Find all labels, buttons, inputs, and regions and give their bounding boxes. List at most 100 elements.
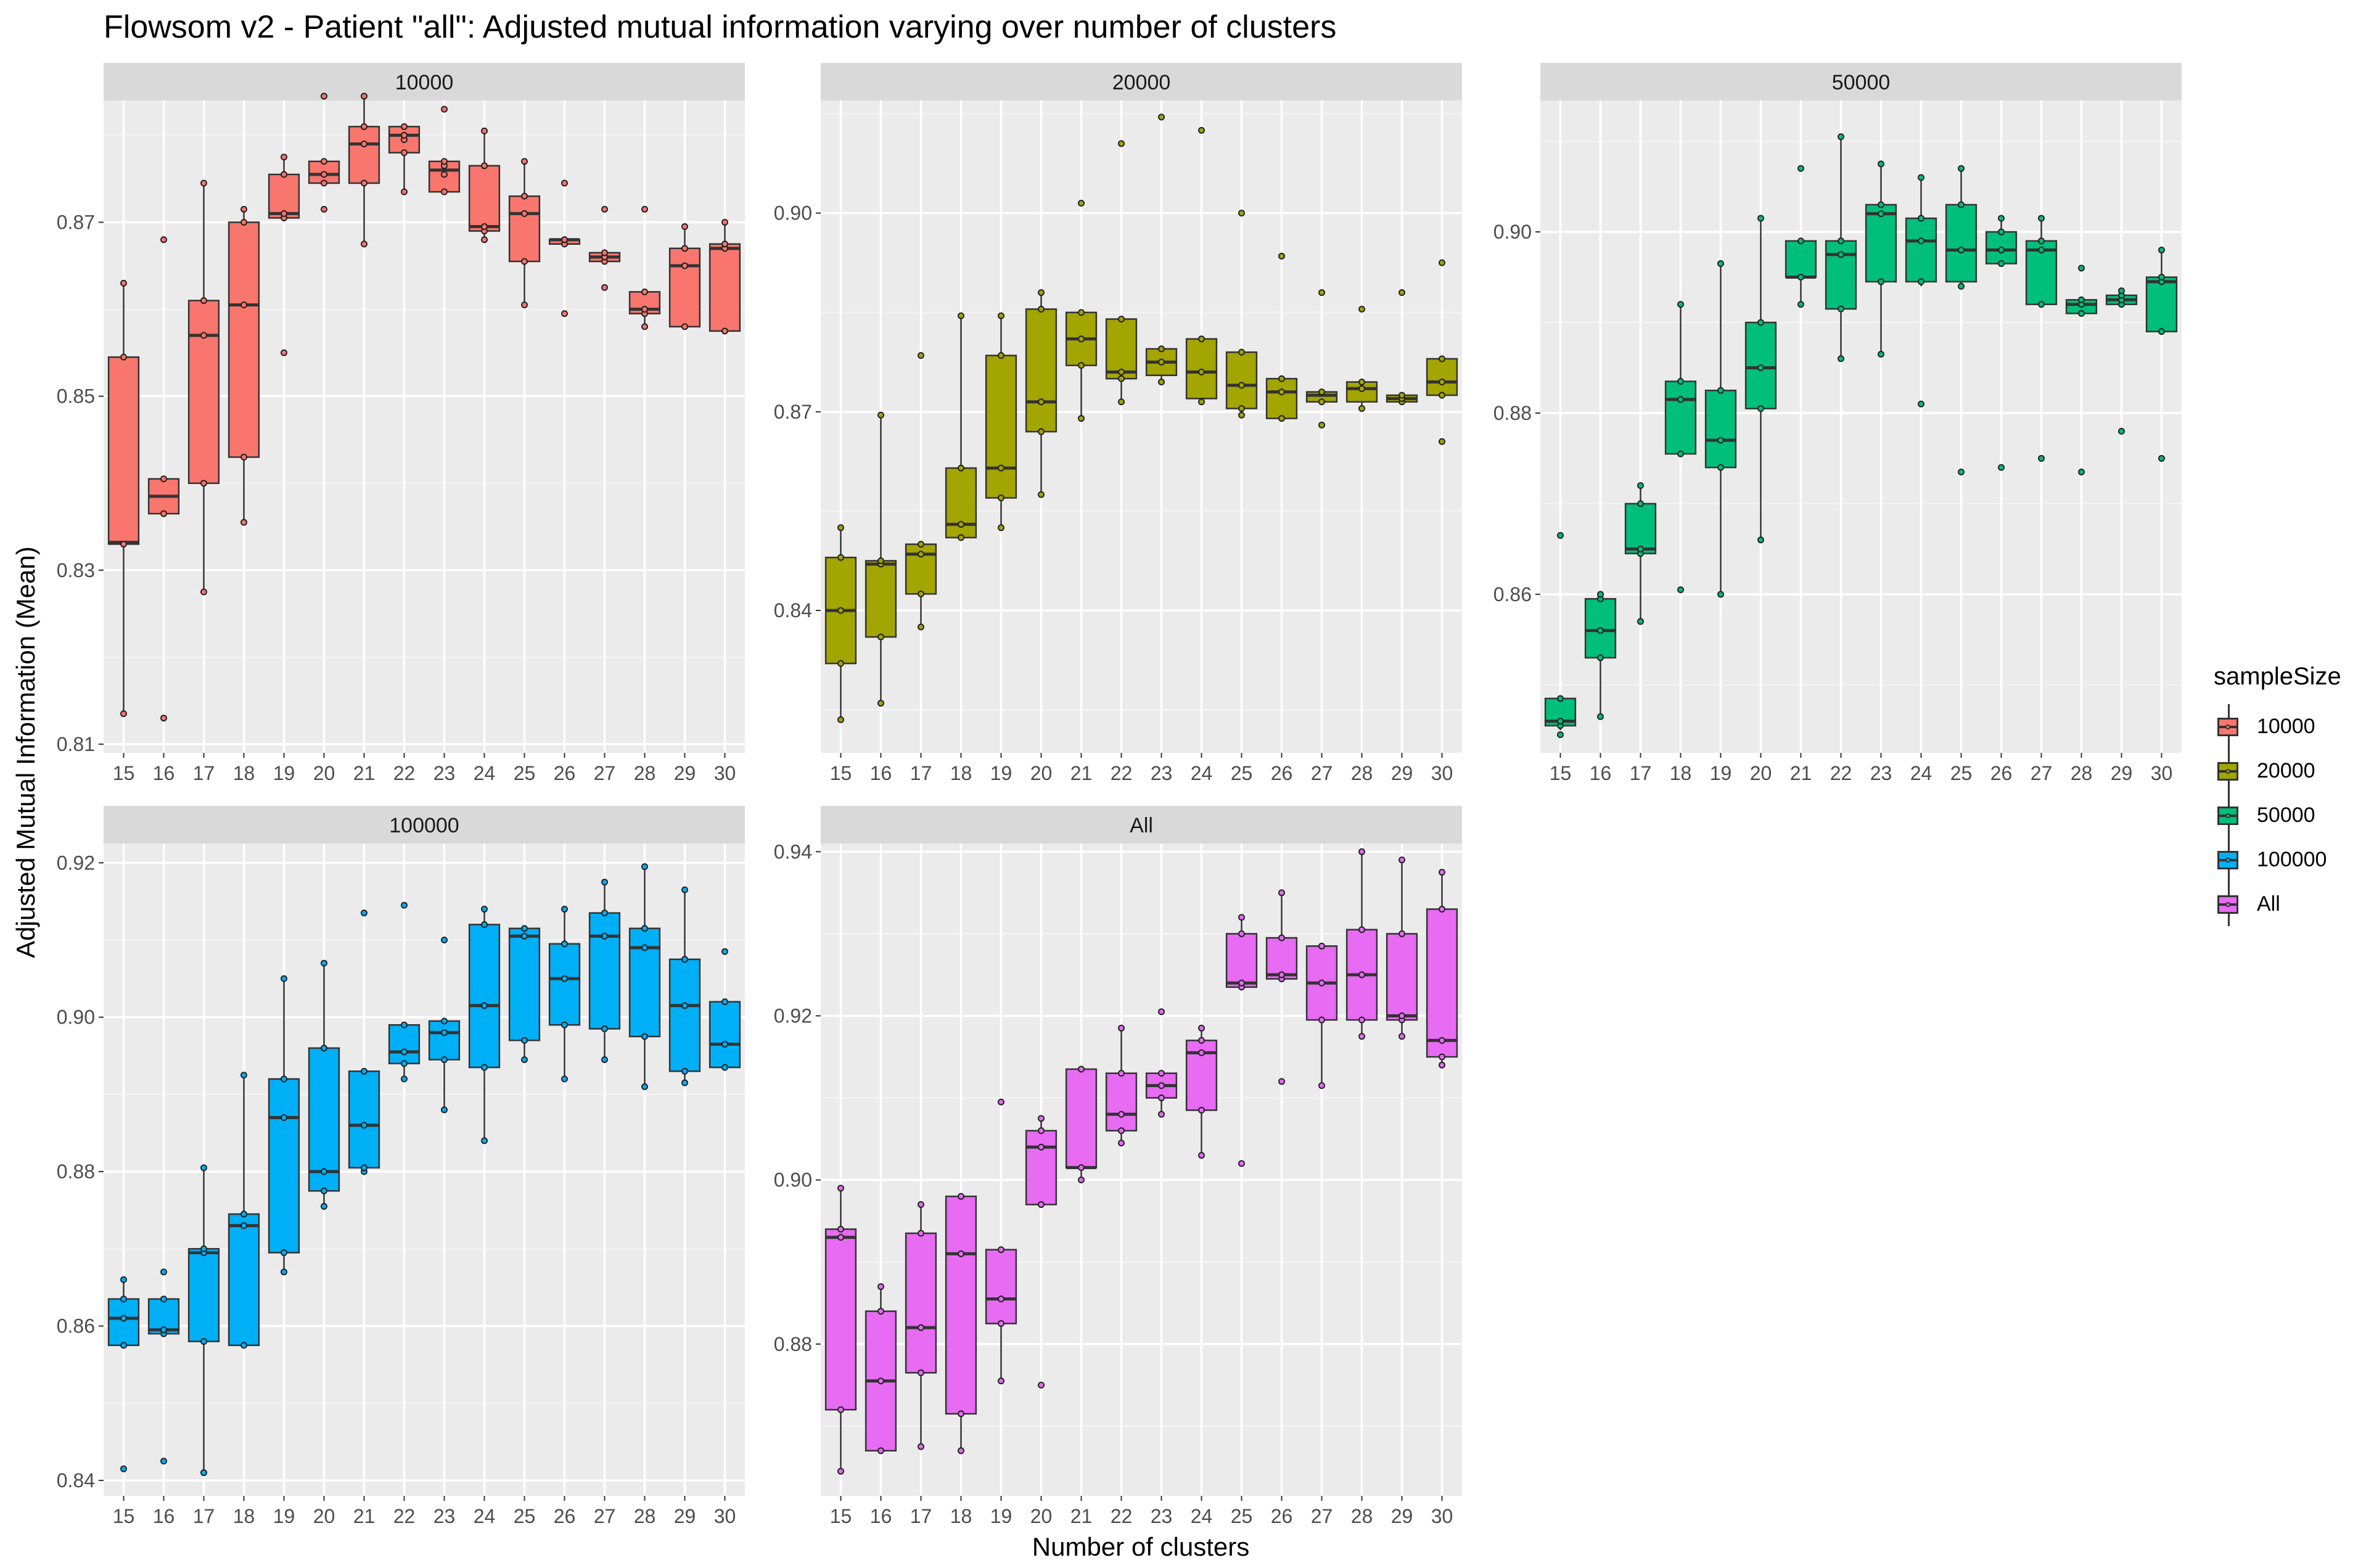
box-iqr — [508, 927, 541, 1041]
x-tick-label: 19 — [1710, 762, 1732, 784]
data-point — [1318, 421, 1325, 429]
data-point — [1757, 215, 1764, 222]
y-tick-label: 0.92 — [774, 1004, 812, 1027]
data-point — [837, 1406, 844, 1413]
x-tick-label: 21 — [1070, 1505, 1093, 1527]
box-20 — [308, 92, 340, 213]
y-tick-label: 0.84 — [774, 599, 812, 622]
data-point — [998, 1295, 1004, 1303]
data-point — [1958, 246, 1965, 253]
box-22 — [1105, 140, 1138, 406]
box-21 — [348, 909, 380, 1175]
data-point — [1878, 350, 1884, 358]
box-iqr — [1664, 380, 1697, 455]
box-27 — [1305, 289, 1338, 429]
data-point — [481, 1137, 488, 1144]
data-point — [1717, 437, 1724, 444]
box-iqr — [1065, 1068, 1098, 1168]
box-25 — [508, 158, 541, 309]
data-point — [321, 1045, 327, 1052]
data-point — [200, 332, 207, 339]
data-point — [918, 590, 924, 597]
data-point — [401, 1060, 408, 1067]
data-point — [877, 699, 884, 707]
box-18 — [1664, 301, 1697, 593]
data-point — [641, 1033, 648, 1040]
data-point — [918, 1369, 924, 1376]
data-point — [601, 1056, 608, 1064]
y-tick-label: 0.88 — [774, 1333, 812, 1355]
data-point — [1118, 1139, 1125, 1147]
x-tick-label: 24 — [1910, 762, 1932, 784]
data-point — [877, 1308, 884, 1315]
facet-strip-label: 10000 — [395, 71, 454, 94]
data-point — [321, 158, 327, 165]
data-point — [441, 171, 448, 178]
facet-panel-50000: 50000 0.86 0.88 0.90 15 16 17 18 19 20 21 22 23 24 25 2… — [1493, 63, 2182, 784]
data-point — [120, 1295, 127, 1303]
box-iqr — [348, 126, 380, 184]
data-point — [1358, 926, 1365, 934]
data-point — [1118, 375, 1125, 382]
data-point — [1439, 355, 1445, 363]
data-point — [1677, 586, 1684, 593]
y-tick-label: 0.85 — [57, 385, 95, 408]
data-point — [160, 1326, 167, 1334]
data-point — [1439, 1061, 1445, 1069]
box-26 — [548, 179, 581, 318]
box-iqr — [905, 1232, 937, 1374]
data-point — [1198, 398, 1205, 406]
x-tick-label: 25 — [514, 762, 536, 784]
data-point — [1158, 1008, 1165, 1016]
box-iqr — [1624, 503, 1657, 554]
data-point — [561, 1021, 568, 1028]
box-16 — [1584, 591, 1617, 720]
box-20 — [1025, 289, 1058, 498]
x-tick-label: 29 — [1391, 1505, 1413, 1527]
data-point — [1998, 464, 2005, 471]
data-point — [361, 179, 368, 187]
data-point — [561, 1075, 568, 1083]
chart-title: Flowsom v2 - Patient "all": Adjusted mut… — [104, 9, 1337, 45]
data-point — [1158, 1082, 1165, 1090]
box-iqr — [107, 356, 140, 545]
facet-strip — [1540, 63, 2182, 101]
data-point — [837, 716, 844, 723]
data-point — [1158, 358, 1165, 366]
box-15 — [1544, 532, 1577, 739]
data-point — [521, 1036, 528, 1044]
facet-panel-10000: 10000 0.81 0.83 0.85 0.87 15 16 17 18 19 20 21 22 23 2… — [57, 63, 745, 784]
box-21 — [1785, 165, 1817, 308]
data-point — [1757, 364, 1764, 371]
data-point — [681, 223, 688, 231]
y-tick-label: 0.92 — [57, 852, 95, 874]
data-point — [641, 863, 648, 871]
data-point — [1439, 259, 1445, 266]
box-16 — [147, 236, 180, 722]
data-point — [240, 1222, 247, 1229]
data-point — [240, 453, 247, 461]
x-tick-label: 26 — [554, 1505, 576, 1527]
x-tick-label: 24 — [474, 762, 496, 784]
data-point — [1078, 1176, 1085, 1184]
box-iqr — [1785, 240, 1817, 278]
x-tick-label: 29 — [1391, 762, 1413, 784]
x-tick-label: 26 — [1990, 762, 2013, 784]
box-28 — [1345, 848, 1378, 1040]
data-point — [521, 932, 528, 940]
x-tick-label: 22 — [393, 762, 416, 784]
box-15 — [107, 279, 140, 718]
box-18 — [945, 312, 977, 541]
facet-strip-label: All — [1130, 814, 1153, 837]
data-point — [561, 905, 568, 913]
x-tick-label: 20 — [1030, 1505, 1053, 1527]
data-point — [521, 192, 528, 200]
data-point — [1278, 1078, 1285, 1085]
data-point — [2118, 287, 2125, 295]
data-point — [2038, 454, 2045, 462]
x-tick-label: 29 — [2111, 762, 2133, 784]
x-tick-label: 19 — [273, 762, 295, 784]
data-point — [481, 1064, 488, 1071]
data-point — [1358, 305, 1365, 313]
